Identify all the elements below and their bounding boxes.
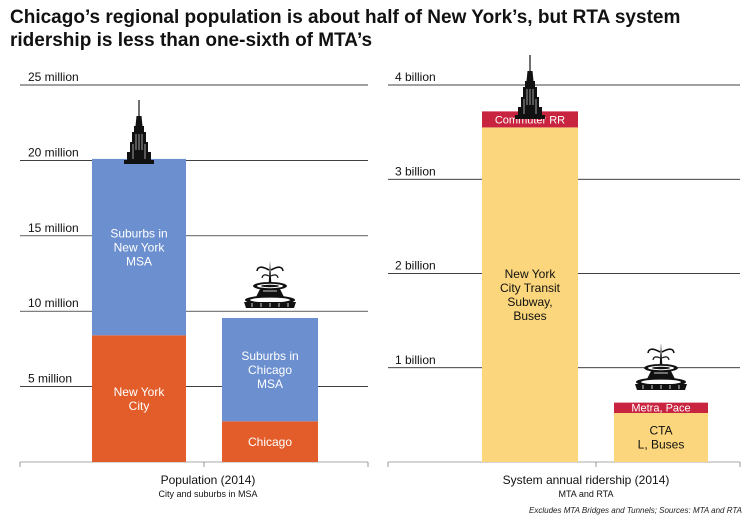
bar-segment <box>222 421 318 462</box>
bar-segment <box>92 335 186 462</box>
y-tick-label: 10 million <box>28 296 79 310</box>
y-tick-label: 25 million <box>28 70 79 84</box>
segment-label: Commuter RR <box>495 114 565 126</box>
population-chart-subcaption: City and suburbs in MSA <box>158 489 258 499</box>
y-tick-label: 4 billion <box>395 70 436 84</box>
bar-segment <box>92 158 186 336</box>
y-tick-label: 1 billion <box>395 353 436 367</box>
buckingham-fountain-icon <box>243 260 297 309</box>
y-tick-label: 20 million <box>28 145 79 159</box>
ridership-chart-caption: System annual ridership (2014) <box>502 473 670 487</box>
footnote: Excludes MTA Bridges and Tunnels; Source… <box>529 506 742 515</box>
y-tick-label: 2 billion <box>395 259 436 273</box>
segment-label: Metra, Pace <box>631 403 690 415</box>
bar-segment <box>482 111 578 128</box>
chart-title: Chicago’s regional population is about h… <box>10 7 681 51</box>
population-chart-caption: Population (2014) <box>160 473 256 487</box>
y-tick-label: 15 million <box>28 221 79 235</box>
segment-label: New York City Transit Subway, Buses <box>500 267 561 323</box>
bar-segment <box>614 412 708 462</box>
y-tick-label: 3 billion <box>395 164 436 178</box>
segment-label: Chicago <box>248 435 292 449</box>
segment-label: Suburbs in New York MSA <box>110 226 167 268</box>
bar-segment <box>614 402 708 413</box>
empire-state-building-icon <box>123 99 155 165</box>
ridership-chart-subcaption: MTA and RTA <box>558 489 614 499</box>
segment-label: Suburbs in Chicago MSA <box>241 349 298 391</box>
y-tick-label: 5 million <box>28 372 72 386</box>
bar-segment <box>482 127 578 462</box>
buckingham-fountain-icon <box>634 342 688 391</box>
empire-state-building-icon <box>514 54 546 120</box>
segment-label: CTA L, Buses <box>638 424 685 452</box>
segment-label: New York City <box>114 385 166 413</box>
bar-segment <box>222 317 318 422</box>
